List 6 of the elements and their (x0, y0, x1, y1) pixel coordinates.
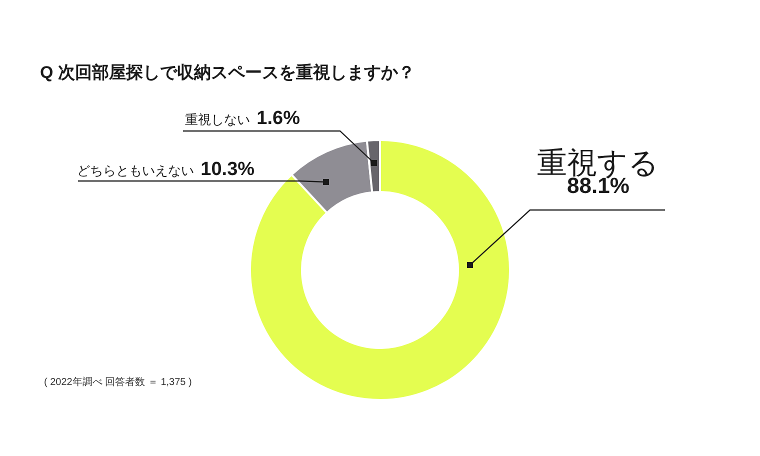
slice-label: どちらともいえない (77, 163, 194, 178)
slice-label: 重視しない (185, 112, 250, 127)
data-label: 10.3% (200, 159, 255, 180)
chart-title: Q 次回部屋探しで収納スペースを重視しますか？ (40, 62, 415, 82)
data-label: 1.6% (256, 108, 300, 129)
text: ( 2022年調べ 回答者数 ＝ 1,375 ) (44, 376, 192, 388)
